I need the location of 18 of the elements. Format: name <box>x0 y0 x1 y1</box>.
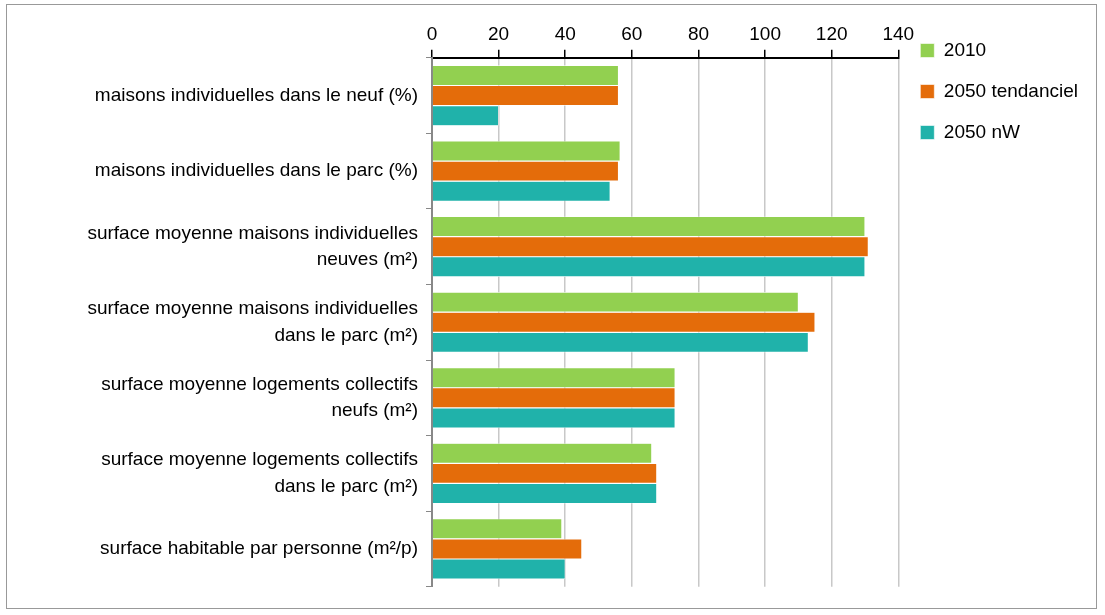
x-tick-label: 80 <box>687 22 710 44</box>
y-tick-label: surface moyenne maisons individuelles dans le parc (m²) <box>87 297 418 345</box>
x-tick-label: 140 <box>882 22 915 44</box>
y-tick-label: maisons individuelles dans le neuf (%) <box>94 83 418 105</box>
y-tick-label: maisons individuelles dans le parc (%) <box>94 159 418 181</box>
y-tick-label: surface moyenne maisons individuelles neuves (m²) <box>87 221 418 270</box>
y-tick-label: surface habitable par personne (m²/p) <box>100 537 418 559</box>
legend-label: 2050 tendanciel <box>943 79 1078 101</box>
legend-label: 2050 nW <box>943 120 1020 142</box>
x-tick-label: 20 <box>488 22 510 44</box>
x-tick-label: 100 <box>749 22 781 44</box>
x-tick-label: 40 <box>554 22 576 44</box>
y-tick-label: surface moyenne logements collectifs neufs (m²) <box>101 372 418 421</box>
y-tick-label: surface moyenne logements collectifs dans le parc (m²) <box>101 448 418 496</box>
x-tick-label: 0 <box>426 22 438 44</box>
x-tick-label: 60 <box>621 22 643 44</box>
legend-label: 2010 <box>943 38 987 60</box>
x-tick-label: 120 <box>815 22 848 44</box>
